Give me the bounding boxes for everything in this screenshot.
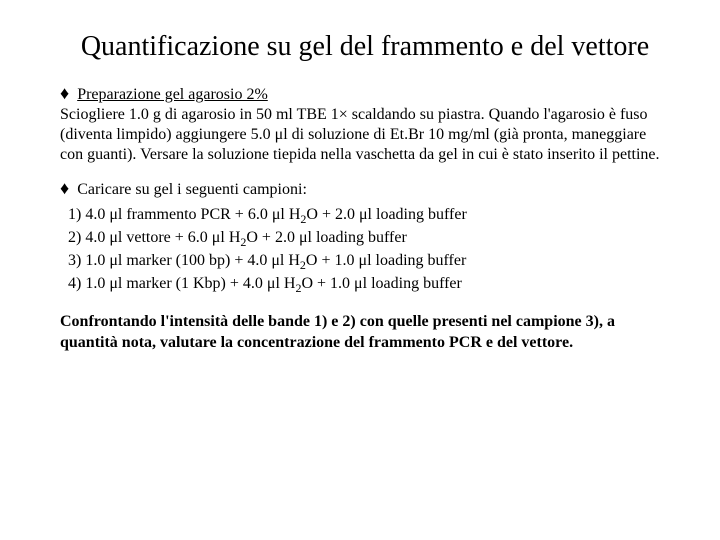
list-item: 4) 1.0 μl marker (1 Kbp) + 4.0 μl H2O + …: [68, 274, 670, 297]
item-index: 2): [68, 229, 81, 246]
item-part-b: O + 2.0 μl loading buffer: [246, 229, 406, 246]
section1-heading: Preparazione gel agarosio 2%: [77, 86, 268, 103]
section1-body: Sciogliere 1.0 g di agarosio in 50 ml TB…: [60, 105, 670, 165]
sample-list: 1) 4.0 μl frammento PCR + 6.0 μl H2O + 2…: [60, 205, 670, 296]
section2-heading: Caricare su gel i seguenti campioni:: [77, 181, 307, 198]
item-part-a: 4.0 μl frammento PCR + 6.0 μl H: [85, 206, 300, 223]
list-item: 1) 4.0 μl frammento PCR + 6.0 μl H2O + 2…: [68, 205, 670, 228]
list-item: 2) 4.0 μl vettore + 6.0 μl H2O + 2.0 μl …: [68, 228, 670, 251]
item-part-b: O + 2.0 μl loading buffer: [306, 206, 466, 223]
list-item: 3) 1.0 μl marker (100 bp) + 4.0 μl H2O +…: [68, 251, 670, 274]
slide-title: Quantificazione su gel del frammento e d…: [60, 30, 670, 64]
section1-heading-line: ♦ Preparazione gel agarosio 2%: [60, 82, 670, 106]
item-part-a: 4.0 μl vettore + 6.0 μl H: [85, 229, 240, 246]
item-part-b: O + 1.0 μl loading buffer: [301, 275, 461, 292]
section2-heading-line: ♦ Caricare su gel i seguenti campioni:: [60, 177, 670, 201]
item-part-a: 1.0 μl marker (1 Kbp) + 4.0 μl H: [85, 275, 295, 292]
item-part-a: 1.0 μl marker (100 bp) + 4.0 μl H: [85, 252, 300, 269]
diamond-bullet-icon: ♦: [60, 83, 69, 103]
closing-paragraph: Confrontando l'intensità delle bande 1) …: [60, 312, 670, 354]
item-index: 1): [68, 206, 81, 223]
item-index: 4): [68, 275, 81, 292]
diamond-bullet-icon: ♦: [60, 178, 69, 198]
item-index: 3): [68, 252, 81, 269]
item-part-b: O + 1.0 μl loading buffer: [306, 252, 466, 269]
